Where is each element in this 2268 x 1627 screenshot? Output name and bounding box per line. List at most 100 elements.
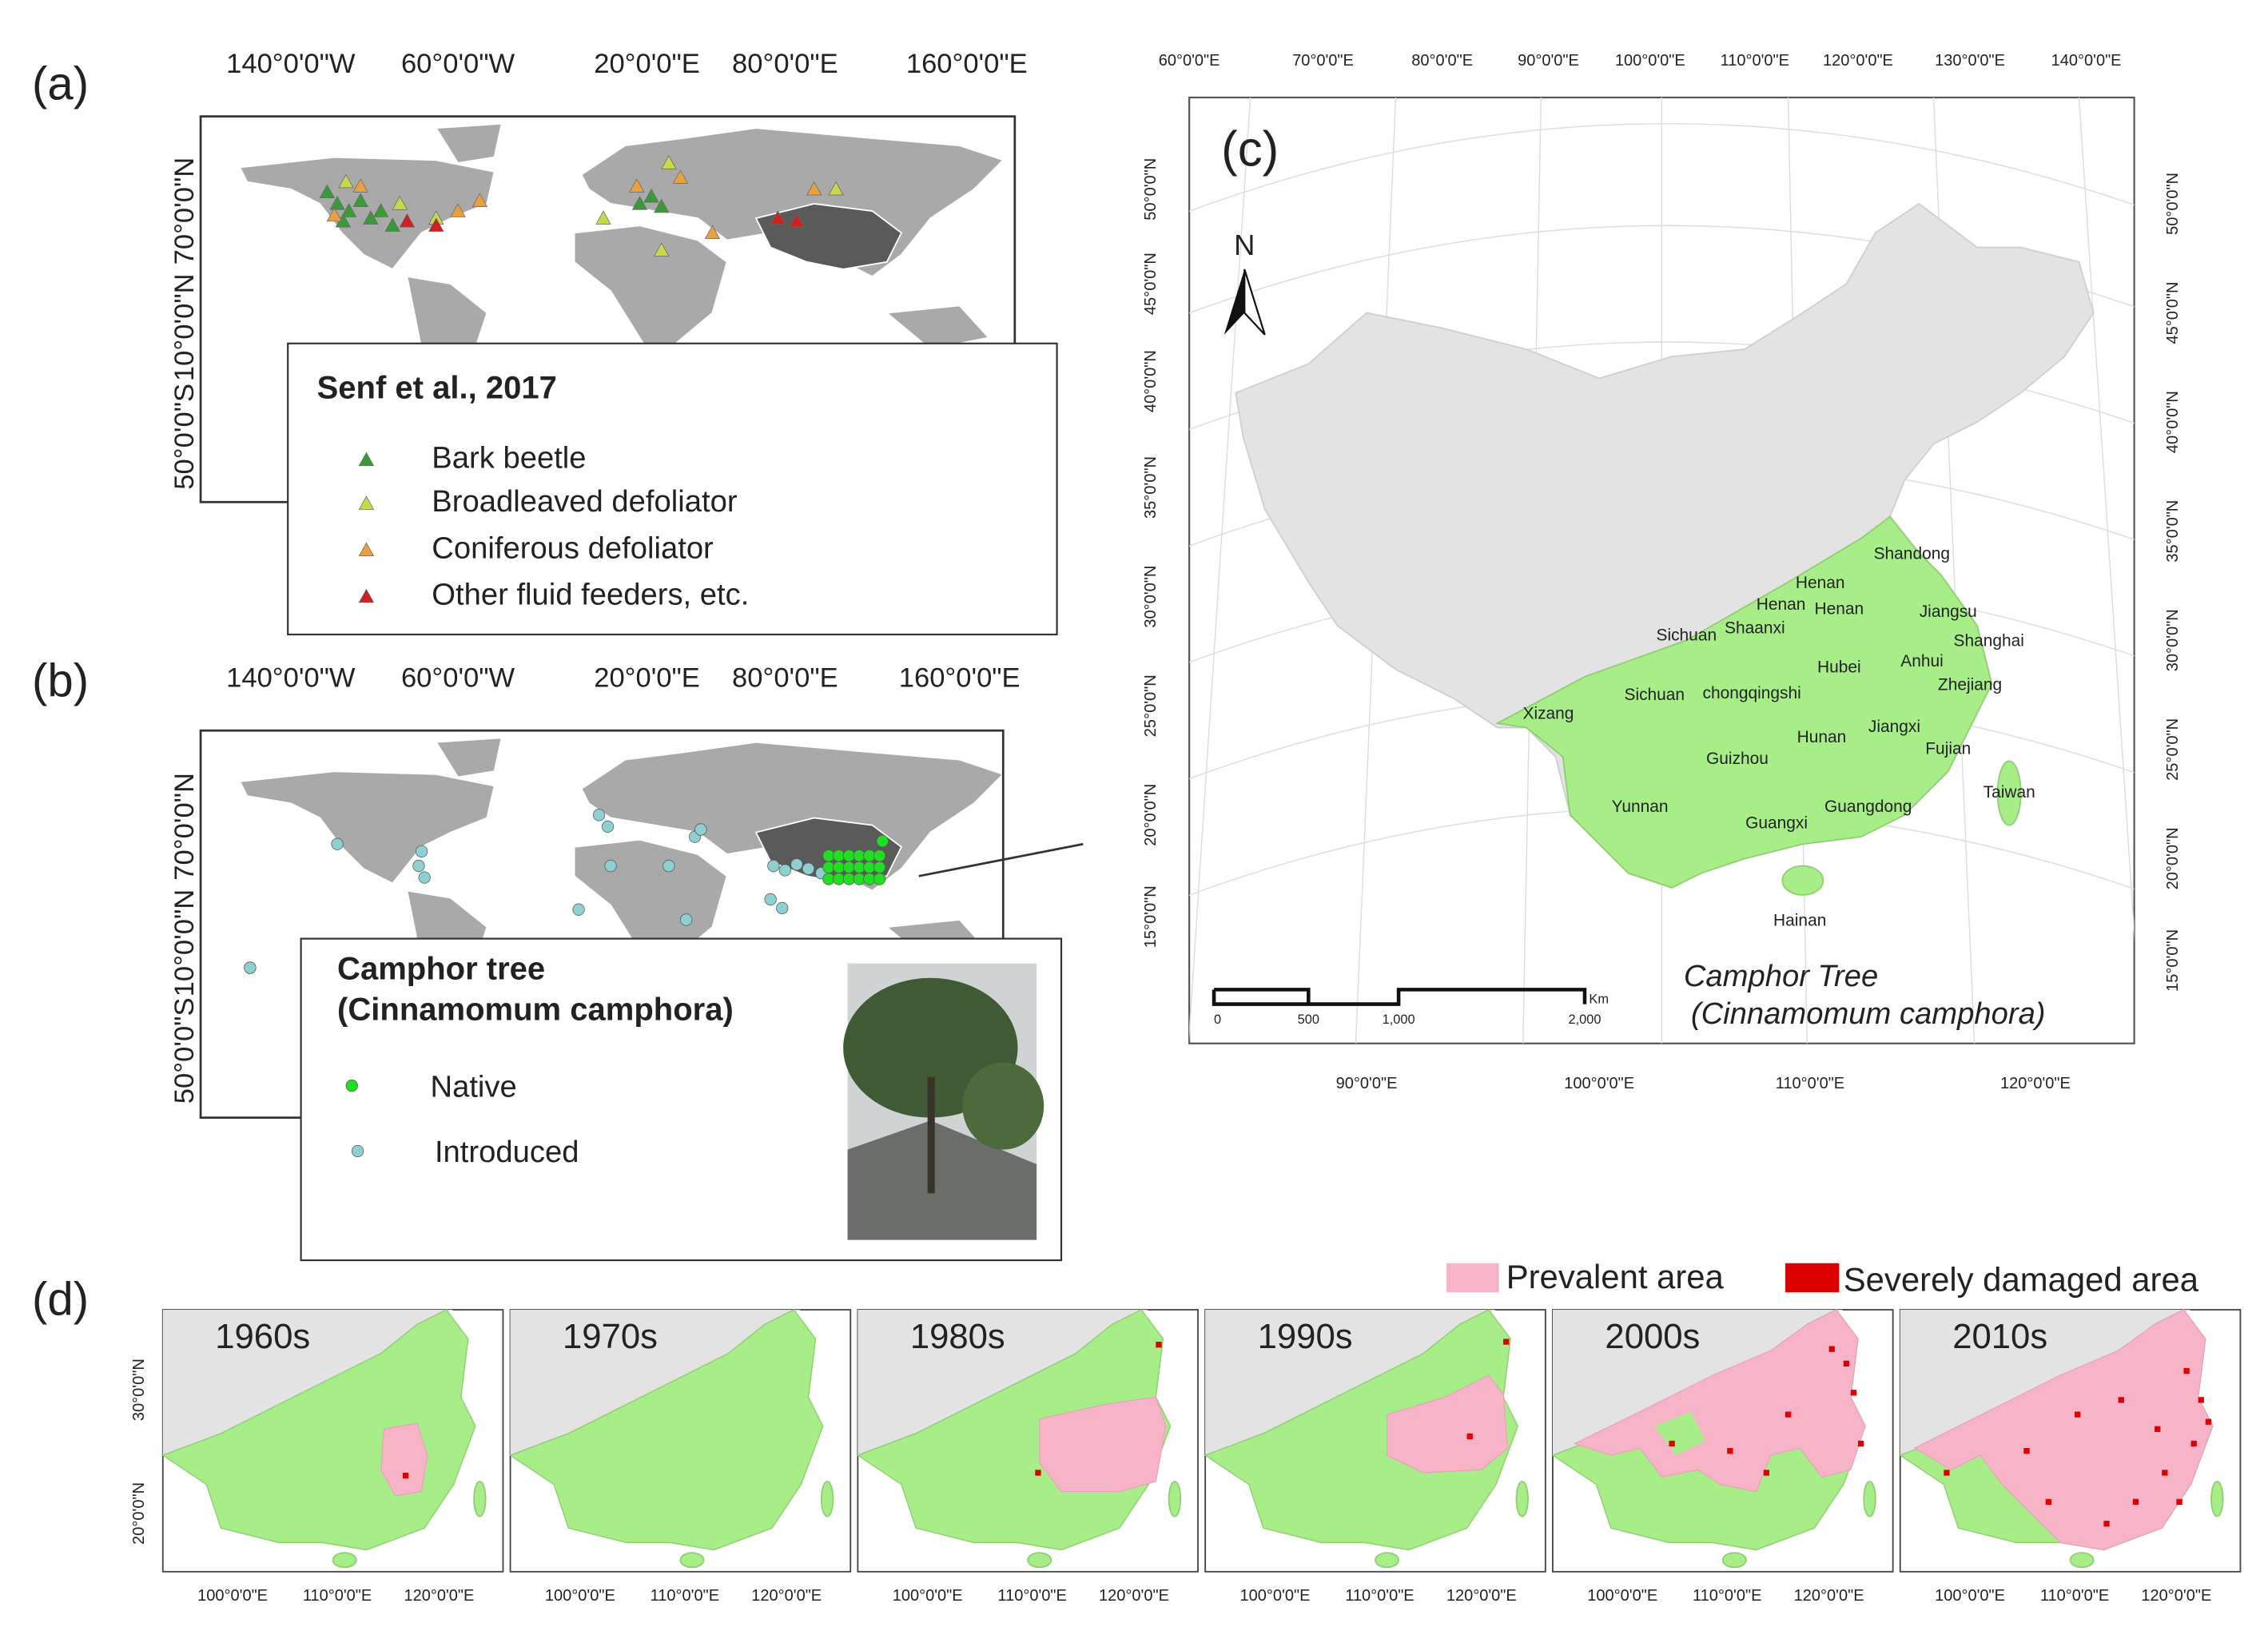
marker: [415, 845, 428, 857]
lat-label: 45°0'0"N: [2164, 282, 2182, 344]
photo-road: [847, 1120, 1037, 1240]
marker: [601, 820, 615, 833]
marker: [631, 196, 648, 210]
photo-trunk: [927, 1076, 935, 1194]
graticule: [1189, 97, 1251, 1043]
lon-label: 140°0'0"W: [226, 49, 356, 79]
damaged-area: [1785, 1411, 1792, 1418]
gray-area: [857, 1309, 1149, 1456]
china-green: [1494, 515, 1993, 889]
province-label: Henan: [1796, 574, 1845, 592]
province-label: Fujian: [1925, 739, 1971, 758]
lon-label: 120°0'0"E: [2000, 1075, 2071, 1092]
damaged-area: [402, 1472, 409, 1479]
legend-item: Bark beetle: [432, 441, 586, 475]
lon-label: 20°0'0"E: [594, 663, 700, 694]
marker: [244, 961, 257, 974]
gray-area: [1205, 1309, 1496, 1456]
lon-label: 100°0'0"E: [197, 1587, 268, 1605]
lon-label: 120°0'0"E: [1446, 1587, 1517, 1605]
decade-map: 1980s: [856, 1309, 1199, 1573]
marker: [338, 173, 354, 189]
lat-label: 20°0'0"N: [130, 1482, 148, 1545]
hainan: [1027, 1552, 1052, 1569]
lon-label: 60°0'0"E: [1159, 52, 1220, 70]
legend-item: Severely damaged area: [1844, 1260, 2199, 1298]
legend-title: Camphor tree: [337, 951, 545, 986]
lat-label: 15°0'0"N: [1142, 885, 1160, 948]
lon-label: 100°0'0"E: [1935, 1587, 2005, 1605]
marker: [876, 834, 889, 848]
north-label: N: [1234, 229, 1255, 261]
scale-bar: [1212, 988, 1587, 1006]
graticule: [1189, 123, 2135, 213]
marker: [399, 213, 416, 228]
lon-label: 90°0'0"E: [1336, 1075, 1398, 1092]
scale-label: 2,000: [1568, 1012, 1601, 1027]
prevalent-area: [380, 1422, 428, 1497]
hainan: [679, 1552, 705, 1569]
lon-label: 160°0'0"E: [906, 49, 1028, 79]
marker: [873, 849, 886, 862]
province-label: Xizang: [1523, 705, 1574, 723]
marker: [592, 809, 606, 821]
lon-label: 110°0'0"E: [651, 1587, 719, 1605]
landmass: [435, 737, 503, 778]
marker: [418, 871, 431, 884]
lat-label: 50°0'0"N: [1142, 158, 1160, 221]
marker: [372, 203, 389, 217]
legend-item: Prevalent area: [1506, 1258, 1725, 1295]
damaged-area: [1503, 1339, 1510, 1345]
marker: [352, 193, 368, 207]
marker: [358, 542, 375, 557]
marker: [345, 1079, 358, 1092]
scale-unit: Km: [1589, 992, 1609, 1006]
damaged-area: [1156, 1342, 1162, 1348]
marker: [662, 859, 675, 873]
lat-label: 70°0'0"N: [169, 157, 200, 265]
hainan: [1375, 1552, 1400, 1569]
legend-item: Introduced: [435, 1135, 579, 1169]
legend-item: Broadleaved defoliator: [432, 484, 738, 519]
map-title: (Cinnamomum camphora): [1691, 996, 2046, 1031]
lon-label: 130°0'0"E: [1935, 52, 2005, 70]
legend-swatch: [1785, 1263, 1840, 1293]
decade-label: 2010s: [1952, 1317, 2047, 1356]
decade-map: 1970s: [508, 1309, 852, 1573]
damaged-area: [2205, 1418, 2212, 1425]
lon-label: 100°0'0"E: [1240, 1587, 1311, 1605]
marker: [704, 225, 721, 240]
province-label: Zhejiang: [1938, 675, 2002, 694]
damaged-area: [2103, 1521, 2110, 1527]
marker: [412, 859, 425, 873]
lat-label: 30°0'0"N: [130, 1358, 148, 1421]
damaged-area: [1727, 1448, 1733, 1454]
marker: [863, 849, 876, 862]
lat-label: 15°0'0"N: [2164, 929, 2182, 992]
lon-label: 110°0'0"E: [1345, 1587, 1414, 1605]
legend-swatch: [1446, 1263, 1499, 1293]
marker: [329, 196, 345, 210]
marker: [643, 188, 659, 203]
lon-label: 140°0'0"W: [226, 663, 356, 694]
lon-label: 110°0'0"E: [2040, 1587, 2109, 1605]
taiwan: [1863, 1480, 1876, 1518]
lon-label: 160°0'0"E: [899, 663, 1021, 694]
legend-box: [287, 342, 1058, 636]
lon-label: 100°0'0"E: [893, 1587, 963, 1605]
lon-label: 110°0'0"E: [997, 1587, 1066, 1605]
lon-label: 120°0'0"E: [751, 1587, 822, 1605]
marker: [873, 873, 886, 885]
marker: [595, 210, 611, 225]
province-label: Henan: [1757, 595, 1806, 614]
damaged-area: [1035, 1470, 1041, 1476]
lat-label: 30°0'0"N: [1142, 566, 1160, 628]
marker: [358, 452, 375, 467]
province-label: Henan: [1815, 600, 1864, 619]
green-area: [1204, 1309, 1519, 1551]
lon-label: 60°0'0"W: [401, 49, 515, 79]
damaged-area: [2023, 1448, 2030, 1454]
province-label: Jiangxi: [1868, 718, 1920, 736]
damaged-area: [2198, 1397, 2204, 1403]
